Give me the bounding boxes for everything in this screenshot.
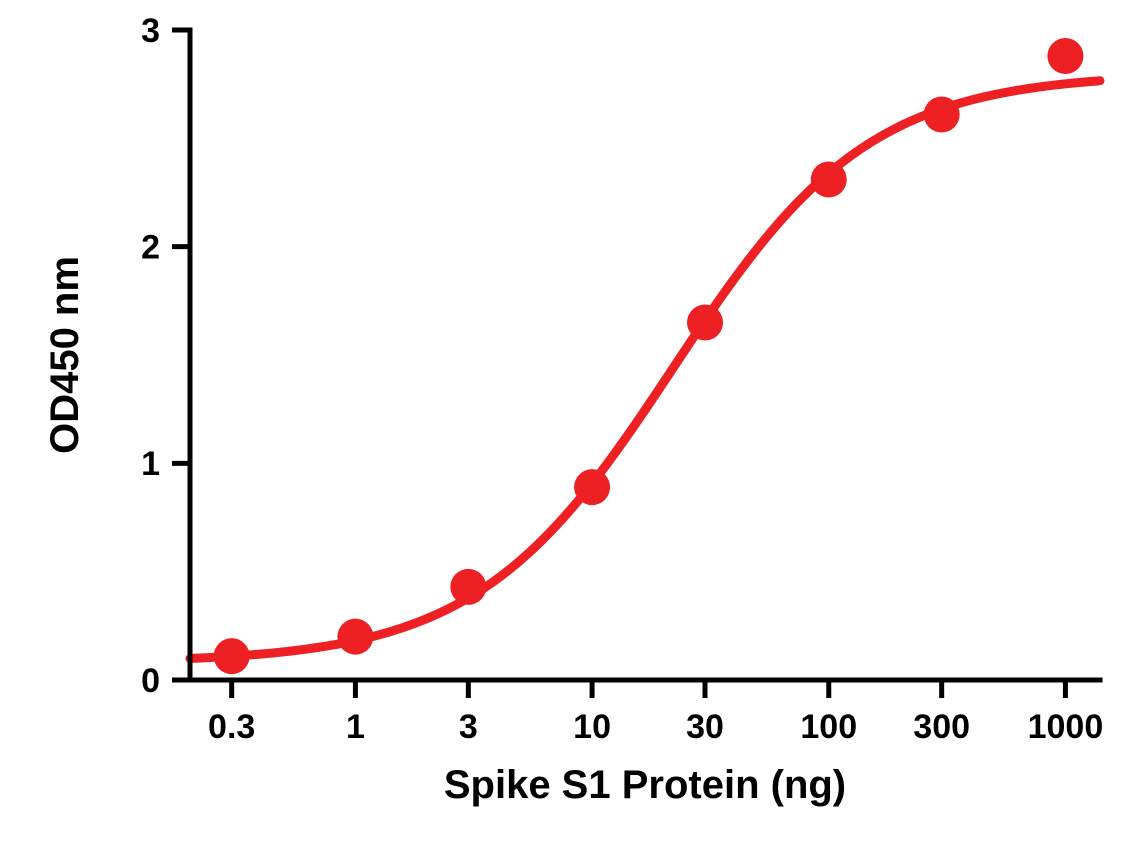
data-point [214, 638, 250, 674]
x-tick-label: 30 [686, 708, 724, 746]
data-point [1047, 38, 1083, 74]
data-point [337, 619, 373, 655]
x-tick-label: 3 [459, 708, 478, 746]
data-point [924, 97, 960, 133]
x-tick-label: 100 [800, 708, 857, 746]
x-tick-label: 300 [913, 708, 970, 746]
x-tick-label: 10 [573, 708, 611, 746]
y-tick-label: 2 [141, 229, 160, 267]
chart-container: 0.3 1 3 10 30 100 300 1000 0 1 2 3 Spike S1 Protein … [0, 0, 1144, 844]
data-point [811, 162, 847, 198]
chart-svg: 0.3 1 3 10 30 100 300 1000 0 1 2 3 Spike S1 Protein … [0, 0, 1144, 844]
x-tick-label: 0.3 [208, 708, 255, 746]
data-point [450, 569, 486, 605]
x-tick-label: 1000 [1028, 708, 1104, 746]
data-point [574, 469, 610, 505]
y-tick-label: 0 [141, 662, 160, 700]
x-tick-label: 1 [346, 708, 365, 746]
y-tick-label: 1 [141, 445, 160, 483]
y-tick-label: 3 [141, 12, 160, 50]
y-axis-title: OD450 nm [43, 256, 87, 454]
data-point [687, 305, 723, 341]
x-axis-title: Spike S1 Protein (ng) [444, 763, 846, 807]
